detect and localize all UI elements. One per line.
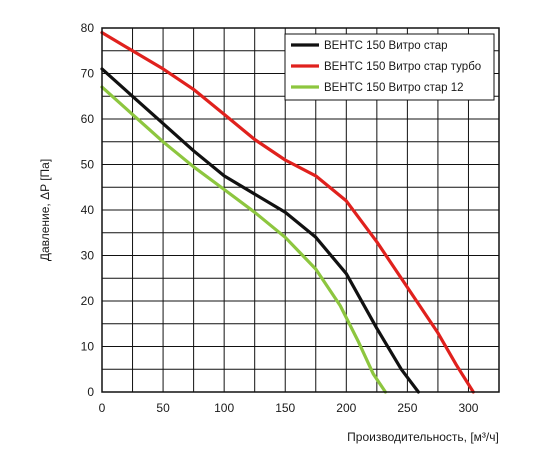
legend-entries: ВЕНТС 150 Витро стар ВЕНТС 150 Витро стар… xyxy=(291,40,481,94)
series-line-2 xyxy=(100,31,475,394)
y-tick-label: 30 xyxy=(81,249,95,263)
series-line-3 xyxy=(100,85,387,394)
legend: ВЕНТС 150 Витро стар ВЕНТС 150 Витро стар… xyxy=(284,33,495,101)
x-tick-label: 150 xyxy=(275,401,295,415)
x-tick-label: 100 xyxy=(214,401,234,415)
x-tick-label: 250 xyxy=(397,401,417,415)
x-axis-label: Производительность, [м³/ч] xyxy=(347,430,499,444)
y-axis-label: Давление, ΔP [Па] xyxy=(38,159,52,261)
y-tick-label: 70 xyxy=(81,67,95,81)
y-tick-label: 20 xyxy=(81,294,95,308)
legend-label: ВЕНТС 150 Витро стар xyxy=(324,40,448,52)
legend-label: ВЕНТС 150 Витро стар турбо xyxy=(324,61,481,73)
legend-label: ВЕНТС 150 Витро стар 12 xyxy=(324,82,464,94)
x-tick-label: 50 xyxy=(156,401,170,415)
series-line-1 xyxy=(100,67,420,394)
legend-box xyxy=(284,33,495,101)
plot-frame xyxy=(101,27,500,393)
y-tick-label: 80 xyxy=(81,21,95,35)
y-tick-label: 60 xyxy=(81,112,95,126)
x-tick-label: 200 xyxy=(336,401,356,415)
y-tick-label: 10 xyxy=(81,340,95,354)
series-lines xyxy=(100,31,475,394)
y-tick-label: 50 xyxy=(81,158,95,172)
tick-labels: 0 50 100 150 200 250 300 0 10 20 30 40 50 60 70 80 xyxy=(81,21,479,415)
x-tick-label: 300 xyxy=(458,401,478,415)
y-tick-label: 40 xyxy=(81,203,95,217)
y-tick-label: 0 xyxy=(87,385,94,399)
x-tick-label: 0 xyxy=(99,401,106,415)
